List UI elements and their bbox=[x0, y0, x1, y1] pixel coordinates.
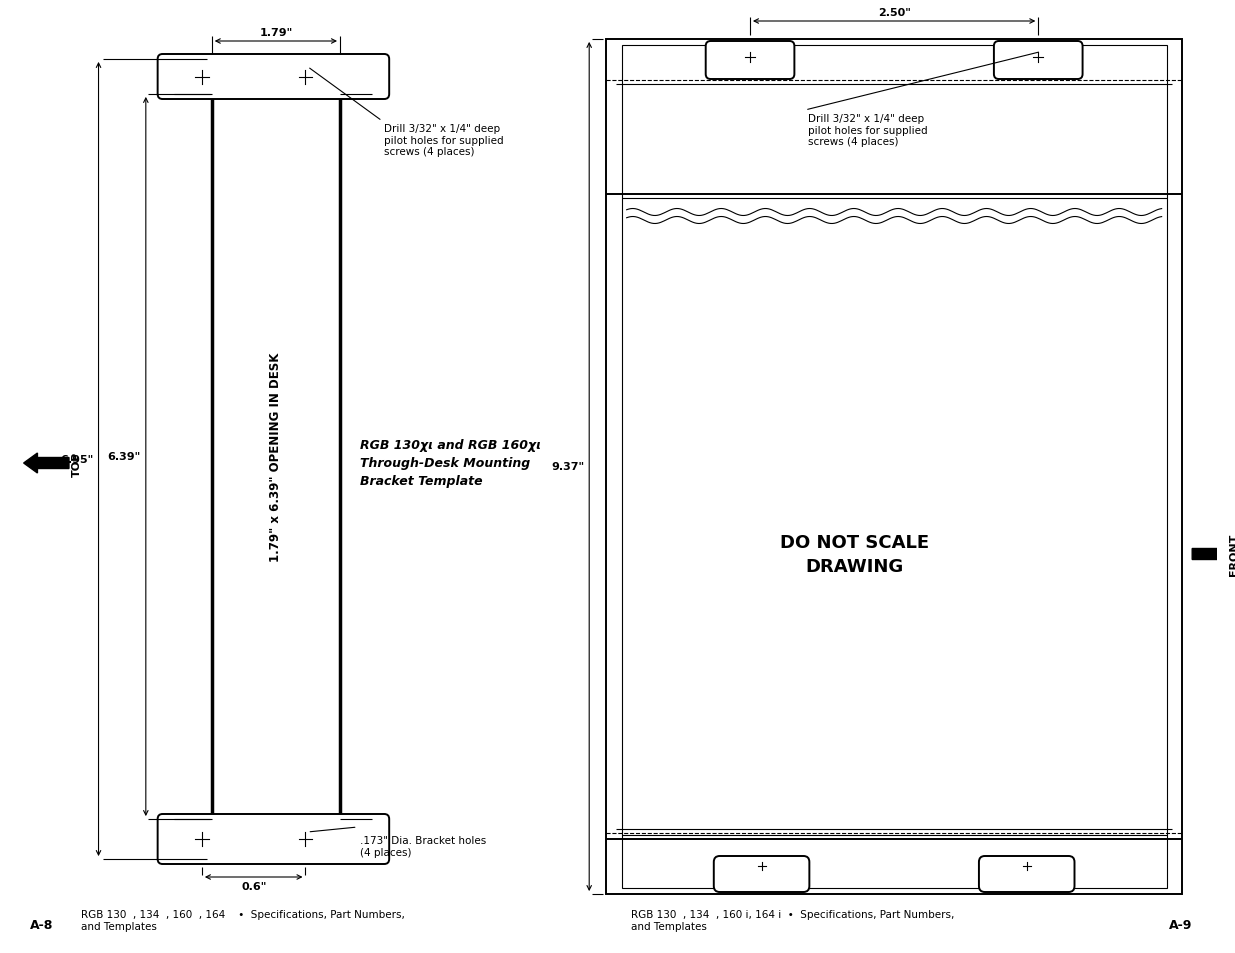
Circle shape bbox=[756, 861, 767, 872]
Text: RGB 130  , 134  , 160 i, 164 i  •  Specifications, Part Numbers,
and Templates: RGB 130 , 134 , 160 i, 164 i • Specifica… bbox=[631, 909, 953, 931]
Text: 0.6": 0.6" bbox=[241, 882, 267, 891]
Text: RGB 130χι and RGB 160χι
Through-Desk Mounting
Bracket Template: RGB 130χι and RGB 160χι Through-Desk Mou… bbox=[359, 439, 541, 488]
FancyBboxPatch shape bbox=[158, 814, 389, 864]
FancyBboxPatch shape bbox=[714, 856, 809, 892]
FancyBboxPatch shape bbox=[705, 42, 794, 80]
Text: 2.50": 2.50" bbox=[878, 8, 910, 18]
Text: 1.79" x 6.39" OPENING IN DESK: 1.79" x 6.39" OPENING IN DESK bbox=[269, 353, 283, 561]
Text: Drill 3/32" x 1/4" deep
pilot holes for supplied
screws (4 places): Drill 3/32" x 1/4" deep pilot holes for … bbox=[808, 113, 927, 147]
Bar bbox=[606, 40, 1182, 894]
Text: 6.95": 6.95" bbox=[61, 455, 94, 464]
Circle shape bbox=[295, 829, 315, 849]
Circle shape bbox=[295, 68, 315, 88]
Bar bbox=[621, 46, 1167, 888]
Text: FRONT: FRONT bbox=[1229, 534, 1235, 576]
Circle shape bbox=[1021, 861, 1032, 872]
Text: A-8: A-8 bbox=[30, 918, 53, 931]
Text: DO NOT SCALE
DRAWING: DO NOT SCALE DRAWING bbox=[781, 533, 929, 576]
Text: .173" Dia. Bracket holes
(4 places): .173" Dia. Bracket holes (4 places) bbox=[359, 835, 485, 857]
FancyBboxPatch shape bbox=[979, 856, 1074, 892]
Text: TOP: TOP bbox=[72, 451, 82, 476]
FancyBboxPatch shape bbox=[994, 42, 1083, 80]
Bar bbox=[212, 95, 340, 820]
Text: 1.79": 1.79" bbox=[259, 28, 293, 38]
Text: RGB 130  , 134  , 160  , 164    •  Specifications, Part Numbers,
and Templates: RGB 130 , 134 , 160 , 164 • Specificatio… bbox=[80, 909, 405, 931]
Circle shape bbox=[1031, 51, 1045, 65]
FancyArrow shape bbox=[1192, 544, 1234, 564]
Text: 6.39": 6.39" bbox=[107, 452, 141, 462]
Circle shape bbox=[193, 68, 212, 88]
Text: 9.37": 9.37" bbox=[551, 462, 584, 472]
Text: Drill 3/32" x 1/4" deep
pilot holes for supplied
screws (4 places): Drill 3/32" x 1/4" deep pilot holes for … bbox=[384, 124, 504, 157]
FancyArrow shape bbox=[23, 454, 69, 474]
FancyBboxPatch shape bbox=[158, 55, 389, 100]
Text: A-9: A-9 bbox=[1168, 918, 1192, 931]
Circle shape bbox=[193, 829, 212, 849]
Circle shape bbox=[743, 51, 757, 65]
